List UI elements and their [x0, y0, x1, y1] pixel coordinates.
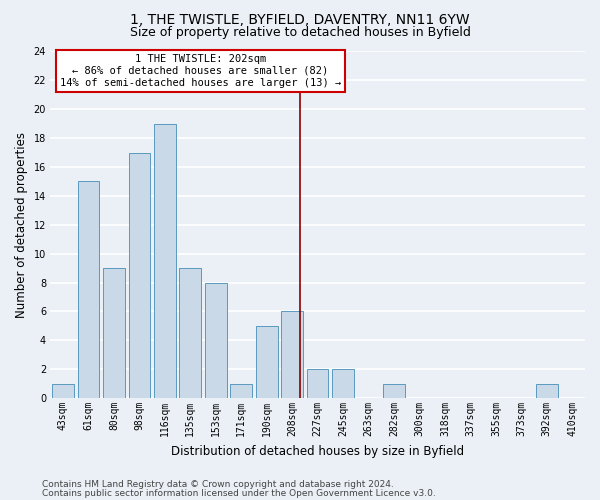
Bar — [536, 384, 557, 398]
Bar — [77, 182, 99, 398]
Bar — [230, 384, 252, 398]
Text: Contains public sector information licensed under the Open Government Licence v3: Contains public sector information licen… — [42, 488, 436, 498]
Bar — [103, 268, 125, 398]
X-axis label: Distribution of detached houses by size in Byfield: Distribution of detached houses by size … — [171, 444, 464, 458]
Bar — [332, 370, 354, 398]
Bar — [128, 152, 150, 398]
Text: Size of property relative to detached houses in Byfield: Size of property relative to detached ho… — [130, 26, 470, 39]
Text: Contains HM Land Registry data © Crown copyright and database right 2024.: Contains HM Land Registry data © Crown c… — [42, 480, 394, 489]
Bar — [383, 384, 405, 398]
Text: 1, THE TWISTLE, BYFIELD, DAVENTRY, NN11 6YW: 1, THE TWISTLE, BYFIELD, DAVENTRY, NN11 … — [130, 12, 470, 26]
Bar — [205, 282, 227, 398]
Text: 1 THE TWISTLE: 202sqm
← 86% of detached houses are smaller (82)
14% of semi-deta: 1 THE TWISTLE: 202sqm ← 86% of detached … — [60, 54, 341, 88]
Bar — [307, 370, 328, 398]
Bar — [179, 268, 201, 398]
Bar — [52, 384, 74, 398]
Y-axis label: Number of detached properties: Number of detached properties — [15, 132, 28, 318]
Bar — [154, 124, 176, 398]
Bar — [256, 326, 278, 398]
Bar — [281, 312, 303, 398]
